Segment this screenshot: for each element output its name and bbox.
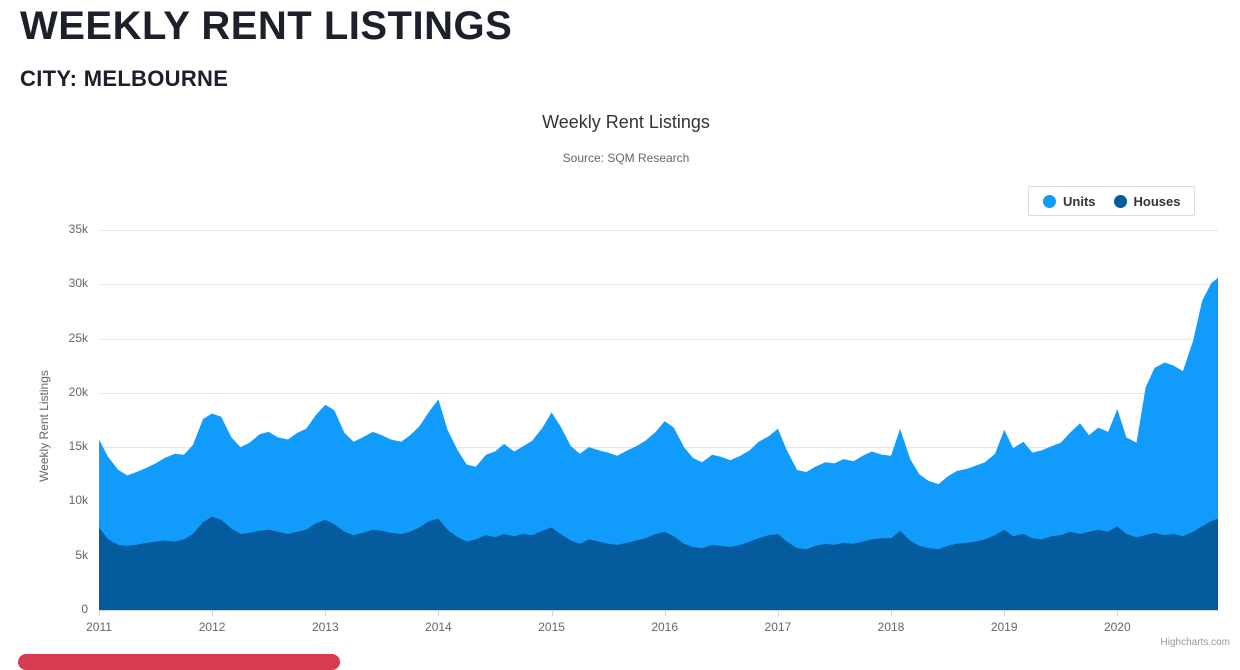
chart-title: Weekly Rent Listings	[542, 112, 710, 132]
x-tick-label-2015: 2015	[538, 620, 565, 634]
y-tick-label-25k: 25k	[68, 330, 88, 345]
chart-legend: Units Houses	[1028, 186, 1196, 216]
y-tick-label-35k: 35k	[68, 222, 88, 236]
x-tick-label-2014: 2014	[425, 620, 452, 634]
x-tick-mark-2020	[1117, 610, 1119, 616]
x-tick-label-2011: 2011	[86, 620, 112, 634]
legend-label-units: Units	[1063, 193, 1096, 209]
y-tick-label-15k: 15k	[68, 439, 88, 454]
highcharts-credit-link[interactable]: Highcharts.com	[1160, 637, 1230, 648]
x-tick-label-2016: 2016	[651, 620, 679, 634]
gridline-30k	[99, 284, 1218, 286]
x-tick-label-2012: 2012	[198, 620, 226, 634]
x-tick-mark-2015	[551, 610, 553, 616]
x-tick-label-2018: 2018	[877, 620, 905, 634]
area-series-houses	[99, 516, 1218, 610]
y-tick-label-10k: 10k	[68, 493, 88, 508]
houses-series-marker-icon	[1113, 194, 1127, 208]
x-axis-line	[99, 610, 1218, 611]
gridline-35k	[99, 230, 1218, 231]
legend-item-units[interactable]: Units	[1043, 194, 1096, 209]
x-tick-mark-2017	[777, 610, 779, 616]
x-tick-mark-2016	[664, 610, 666, 616]
x-tick-mark-2018	[891, 610, 892, 616]
x-tick-label-2017: 2017	[764, 620, 792, 634]
y-tick-label-0: 0	[81, 602, 88, 616]
x-tick-label-2013: 2013	[311, 620, 339, 634]
x-tick-mark-2019	[1004, 610, 1006, 616]
x-tick-label-2019: 2019	[990, 620, 1018, 634]
y-tick-label-5k: 5k	[75, 547, 88, 562]
chart-source-subtitle: Source: SQM Research	[562, 151, 690, 165]
area-series-units	[99, 277, 1218, 610]
gridline-25k	[99, 338, 1218, 340]
units-series-marker-icon	[1043, 194, 1056, 208]
page-title: WEEKLY RENT LISTINGS	[20, 4, 513, 48]
gridline-20k	[99, 392, 1218, 394]
x-tick-mark-2013	[325, 610, 327, 616]
page-subtitle-city: CITY: MELBOURNE	[20, 66, 229, 91]
chart-plot-area[interactable]	[99, 230, 1218, 610]
legend-label-houses: Houses	[1133, 193, 1181, 209]
bottom-action-button[interactable]	[18, 654, 340, 670]
x-tick-mark-2011	[99, 610, 100, 616]
legend-item-houses[interactable]: Houses	[1113, 193, 1181, 209]
x-tick-label-2020: 2020	[1103, 620, 1131, 634]
y-tick-label-20k: 20k	[68, 384, 88, 399]
y-tick-label-30k: 30k	[68, 276, 88, 291]
x-tick-mark-2012	[212, 610, 214, 616]
x-tick-mark-2014	[438, 610, 440, 616]
